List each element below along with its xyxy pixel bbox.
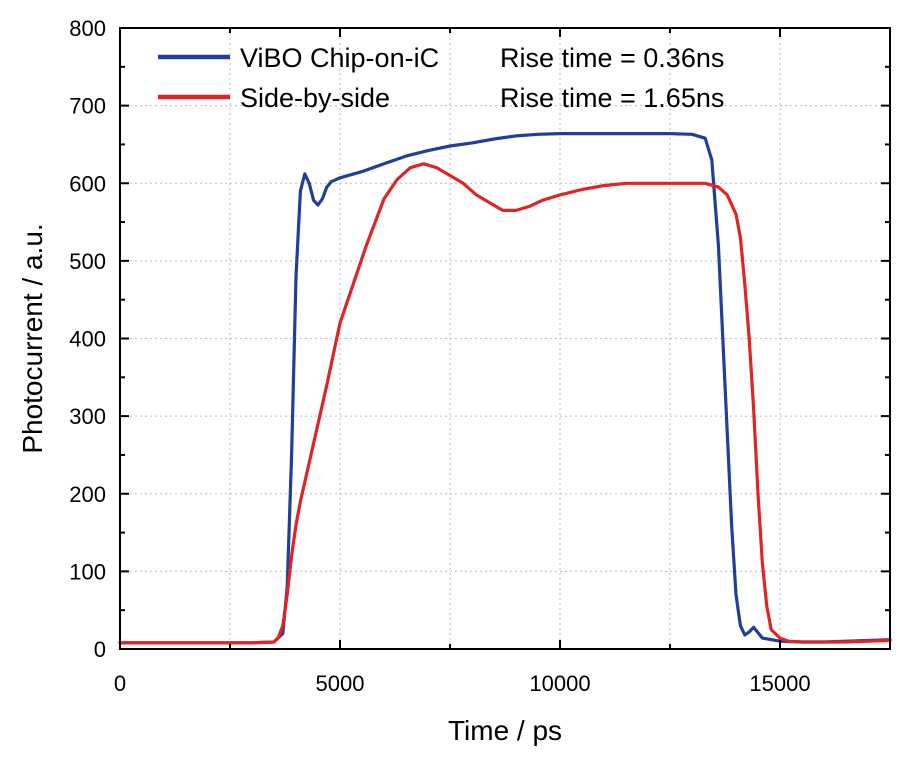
x-tick-label: 0 xyxy=(114,671,126,696)
y-tick-label: 800 xyxy=(69,16,106,41)
y-tick-label: 0 xyxy=(94,637,106,662)
legend-label-1: Side-by-side xyxy=(240,83,390,113)
legend: ViBO Chip-on-iC Rise time = 0.36ns Side-by… xyxy=(158,43,724,113)
y-tick-label: 600 xyxy=(69,171,106,196)
grid xyxy=(120,28,890,649)
legend-annotation-1: Rise time = 1.65ns xyxy=(500,83,724,113)
series-line-0 xyxy=(118,132,892,645)
y-tick-label: 500 xyxy=(69,249,106,274)
x-tick-label: 5000 xyxy=(316,671,365,696)
x-tick-label: 10000 xyxy=(529,671,590,696)
y-tick-label: 100 xyxy=(69,559,106,584)
x-axis-title: Time / ps xyxy=(448,715,562,746)
series-layer xyxy=(118,132,892,645)
legend-label-0: ViBO Chip-on-iC xyxy=(240,43,439,73)
y-tick-label: 300 xyxy=(69,404,106,429)
y-tick-label: 700 xyxy=(69,94,106,119)
series-line-1 xyxy=(118,162,892,645)
y-tick-label: 400 xyxy=(69,327,106,352)
ticks: 0 5000 10000 15000 0 100 200 300 400 500 600 700 800 xyxy=(69,16,891,696)
x-tick-label: 15000 xyxy=(749,671,810,696)
legend-annotation-0: Rise time = 0.36ns xyxy=(500,43,724,73)
y-axis-title: Photocurrent / a.u. xyxy=(17,223,48,453)
y-tick-label: 200 xyxy=(69,482,106,507)
